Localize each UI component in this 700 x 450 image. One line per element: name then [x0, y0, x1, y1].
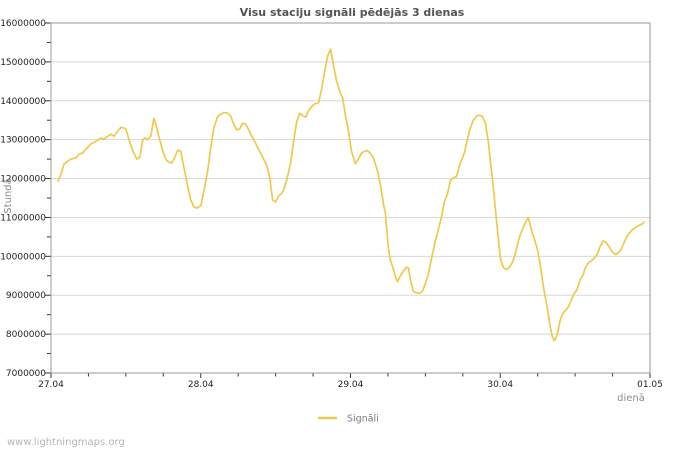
chart-title: Visu staciju signāli pēdējās 3 dienas — [240, 6, 465, 19]
x-tick-label: 01.05 — [637, 380, 663, 390]
x-tick-label: 29.04 — [338, 380, 364, 390]
axis-ticks — [45, 22, 651, 378]
y-tick-label: 11000000 — [0, 213, 46, 223]
y-tick-label: 9000000 — [6, 291, 46, 301]
y-tick-label: 8000000 — [6, 330, 46, 340]
legend: Signāli — [318, 414, 379, 425]
y-axis-title: Stundā — [3, 178, 14, 213]
y-tick-label: 15000000 — [0, 58, 46, 68]
signals-series-line — [57, 48, 645, 342]
x-axis-title: dienā — [617, 393, 645, 404]
signals-line — [57, 48, 645, 342]
y-tick-label: 12000000 — [0, 175, 46, 185]
y-tick-label: 13000000 — [0, 136, 46, 146]
y-tick-label: 14000000 — [0, 97, 46, 107]
legend-label-signals: Signāli — [347, 414, 379, 425]
x-tick-label: 27.04 — [38, 380, 64, 390]
y-tick-label: 7000000 — [6, 369, 46, 379]
y-tick-label: 16000000 — [0, 19, 46, 29]
watermark-link[interactable]: www.lightningmaps.org — [7, 437, 125, 448]
grid-lines — [51, 61, 650, 335]
y-tick-label: 10000000 — [0, 252, 46, 262]
axis-tick-labels: 7000000 8000000 9000000 10000000 11000000 120… — [0, 19, 663, 390]
x-tick-label: 28.04 — [188, 380, 214, 390]
plot-border — [50, 22, 651, 374]
x-tick-label: 30.04 — [487, 380, 513, 390]
